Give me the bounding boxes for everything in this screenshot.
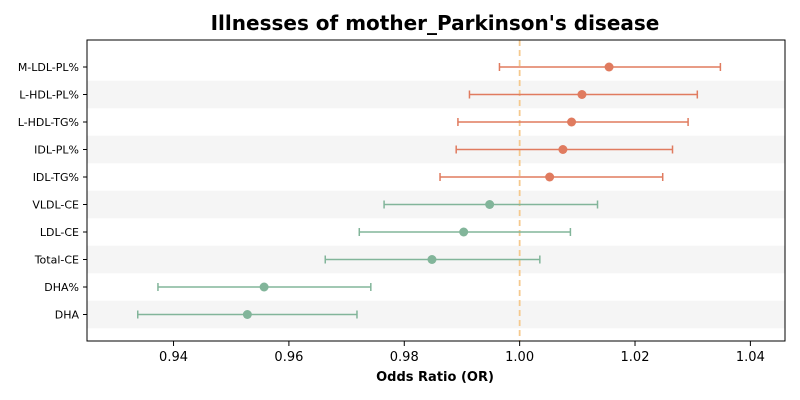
or-point (242, 310, 252, 319)
y-tick-label: L-HDL-PL% (19, 89, 79, 102)
y-tick-label: VLDL-CE (32, 199, 79, 212)
or-point (577, 90, 587, 99)
or-point (558, 145, 568, 154)
y-tick-label: M-LDL-PL% (18, 61, 79, 74)
x-axis-label: Odds Ratio (OR) (376, 370, 494, 385)
or-point (604, 62, 614, 72)
or-point (427, 255, 437, 264)
data-rows (137, 62, 722, 319)
y-tick-label: DHA% (44, 281, 79, 294)
y-tick-label: IDL-PL% (34, 144, 79, 157)
row-band (87, 135, 785, 164)
y-tick-label: IDL-TG% (33, 171, 79, 184)
chart-title: Illnesses of mother_Parkinson's disease (211, 11, 660, 35)
or-point (459, 227, 469, 237)
y-tick-label: LDL-CE (40, 226, 79, 239)
x-tick-label: 1.00 (505, 350, 534, 365)
x-axis: 0.94 0.96 0.98 1.00 1.02 1.04 (159, 341, 765, 365)
x-tick-label: 0.94 (159, 350, 188, 365)
or-point (545, 172, 555, 182)
x-tick-label: 0.98 (390, 350, 419, 365)
plot-frame (86, 39, 786, 342)
y-axis: M-LDL-PL% L-HDL-PL% L-HDL-TG% IDL-PL% IDL-TG… (18, 61, 87, 322)
or-point (485, 200, 495, 209)
y-tick-label: L-HDL-TG% (18, 116, 79, 129)
x-tick-label: 0.96 (274, 350, 303, 365)
or-point (567, 117, 577, 127)
y-tick-label: Total-CE (34, 254, 79, 267)
y-tick-label: DHA (55, 309, 80, 322)
x-tick-label: 1.04 (736, 350, 765, 365)
or-point (259, 282, 269, 292)
x-tick-label: 1.02 (621, 350, 650, 365)
